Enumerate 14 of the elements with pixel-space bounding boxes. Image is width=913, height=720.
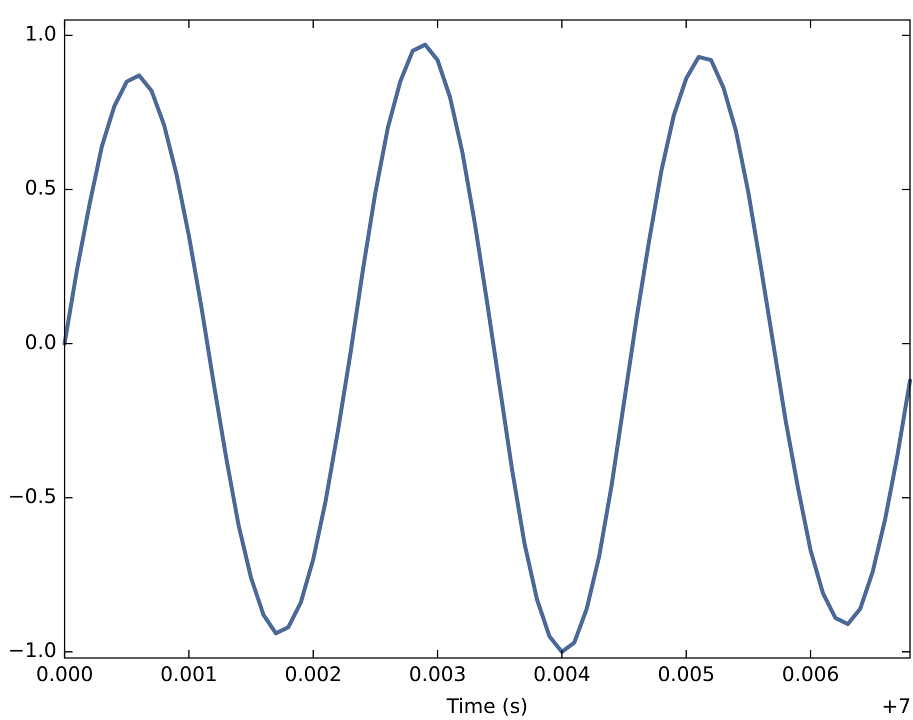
y-tick-label: 1.0: [24, 22, 57, 46]
y-tick-label: 0.5: [24, 176, 57, 200]
y-tick-label: −1.0: [8, 638, 57, 662]
x-tick-label: 0.003: [408, 662, 466, 686]
x-axis-title: Time (s): [446, 694, 528, 718]
y-tick-label: 0.0: [24, 330, 57, 354]
x-tick-label: 0.004: [533, 662, 591, 686]
x-tick-label: 0.001: [160, 662, 218, 686]
x-tick-label: 0.002: [284, 662, 342, 686]
text: +7: [882, 694, 911, 718]
x-tick-label: 0.005: [658, 662, 715, 686]
x-tick-label: 0.000: [36, 662, 94, 686]
y-tick-label: −0.5: [8, 484, 57, 508]
x-tick-label: 0.006: [782, 662, 840, 686]
